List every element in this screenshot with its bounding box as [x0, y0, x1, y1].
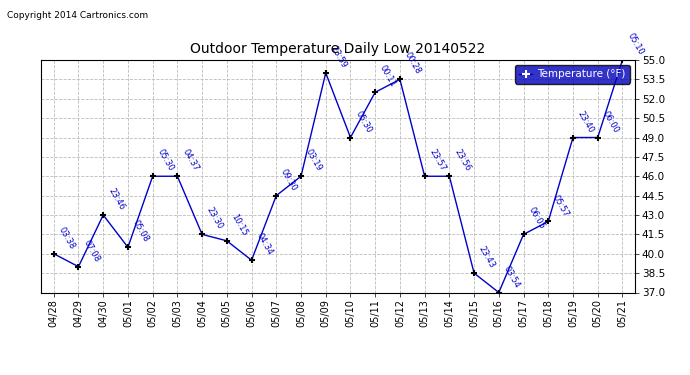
Text: 04:34: 04:34 — [255, 232, 274, 257]
Text: 05:10: 05:10 — [625, 32, 645, 57]
Text: Copyright 2014 Cartronics.com: Copyright 2014 Cartronics.com — [7, 11, 148, 20]
Text: 23:57: 23:57 — [428, 148, 447, 173]
Text: 05:57: 05:57 — [551, 193, 571, 218]
Text: 23:46: 23:46 — [106, 186, 126, 212]
Text: 06:05: 06:05 — [526, 206, 546, 231]
Legend: Temperature (°F): Temperature (°F) — [515, 65, 629, 84]
Text: 05:08: 05:08 — [131, 219, 150, 244]
Text: 03:54: 03:54 — [502, 264, 522, 289]
Text: 23:59: 23:59 — [328, 45, 348, 70]
Text: 10:15: 10:15 — [230, 213, 250, 238]
Title: Outdoor Temperature Daily Low 20140522: Outdoor Temperature Daily Low 20140522 — [190, 42, 486, 56]
Text: 03:38: 03:38 — [57, 225, 77, 251]
Text: 04:37: 04:37 — [180, 148, 200, 173]
Text: 07:08: 07:08 — [81, 238, 101, 263]
Text: 05:30: 05:30 — [353, 109, 373, 134]
Text: 23:30: 23:30 — [205, 206, 225, 231]
Text: 00:28: 00:28 — [403, 51, 422, 76]
Text: 05:30: 05:30 — [156, 148, 175, 173]
Text: 23:43: 23:43 — [477, 244, 497, 270]
Text: 00:11: 00:11 — [378, 64, 398, 89]
Text: 23:56: 23:56 — [453, 148, 472, 173]
Text: 06:00: 06:00 — [601, 109, 620, 134]
Text: 03:19: 03:19 — [304, 148, 324, 173]
Text: 23:40: 23:40 — [576, 109, 595, 134]
Text: 09:30: 09:30 — [279, 167, 299, 192]
